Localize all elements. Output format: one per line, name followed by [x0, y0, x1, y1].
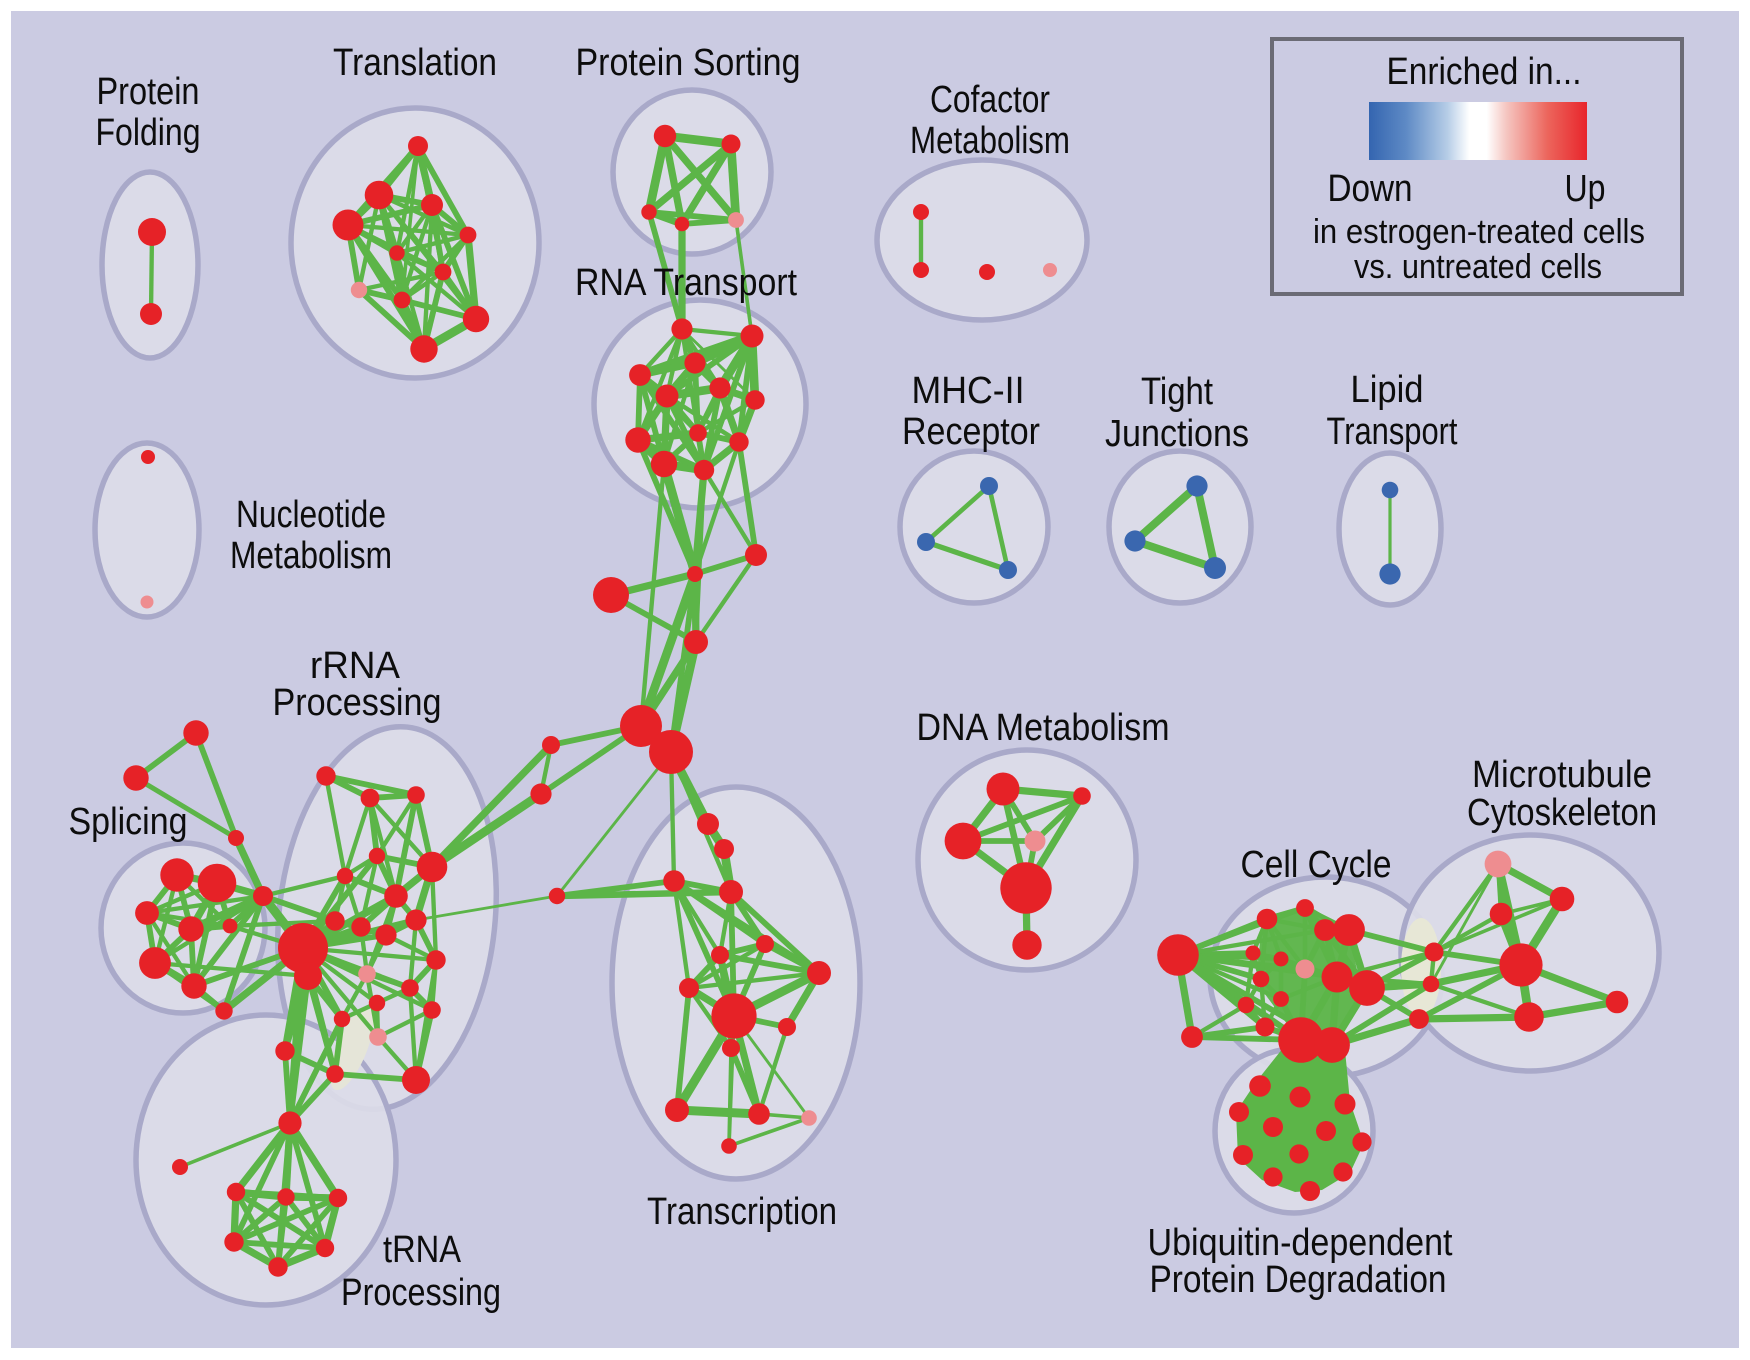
- svg-text:Folding: Folding: [96, 112, 201, 154]
- svg-text:in estrogen-treated cells: in estrogen-treated cells: [1313, 213, 1645, 251]
- svg-text:tRNA: tRNA: [383, 1229, 462, 1271]
- svg-text:Cytoskeleton: Cytoskeleton: [1467, 792, 1657, 834]
- svg-text:Splicing: Splicing: [69, 801, 188, 843]
- svg-text:Processing: Processing: [341, 1272, 501, 1314]
- svg-text:Enriched in...: Enriched in...: [1387, 51, 1582, 93]
- svg-text:Receptor: Receptor: [902, 411, 1040, 453]
- svg-text:Protein: Protein: [97, 71, 200, 113]
- svg-text:Microtubule: Microtubule: [1472, 754, 1652, 796]
- svg-text:rRNA: rRNA: [310, 645, 401, 687]
- svg-text:Up: Up: [1565, 168, 1606, 210]
- svg-text:Ubiquitin-dependent: Ubiquitin-dependent: [1148, 1222, 1453, 1264]
- svg-text:Processing: Processing: [273, 682, 442, 724]
- svg-text:Down: Down: [1328, 168, 1413, 210]
- svg-text:vs. untreated cells: vs. untreated cells: [1354, 248, 1602, 286]
- svg-text:MHC-II: MHC-II: [912, 370, 1025, 412]
- svg-text:Tight: Tight: [1141, 371, 1213, 413]
- svg-text:DNA Metabolism: DNA Metabolism: [917, 707, 1170, 749]
- svg-text:Cell Cycle: Cell Cycle: [1241, 844, 1392, 886]
- svg-text:Translation: Translation: [333, 42, 497, 84]
- svg-text:Transcription: Transcription: [647, 1191, 837, 1233]
- svg-text:Metabolism: Metabolism: [910, 120, 1070, 162]
- svg-text:Protein Sorting: Protein Sorting: [576, 42, 801, 84]
- svg-text:RNA Transport: RNA Transport: [575, 262, 797, 304]
- svg-text:Lipid: Lipid: [1351, 369, 1424, 411]
- svg-text:Protein Degradation: Protein Degradation: [1150, 1259, 1447, 1301]
- svg-text:Cofactor: Cofactor: [930, 79, 1050, 121]
- svg-text:Junctions: Junctions: [1105, 413, 1249, 455]
- svg-text:Transport: Transport: [1327, 411, 1458, 453]
- svg-text:Metabolism: Metabolism: [230, 535, 392, 577]
- svg-text:Nucleotide: Nucleotide: [236, 494, 386, 536]
